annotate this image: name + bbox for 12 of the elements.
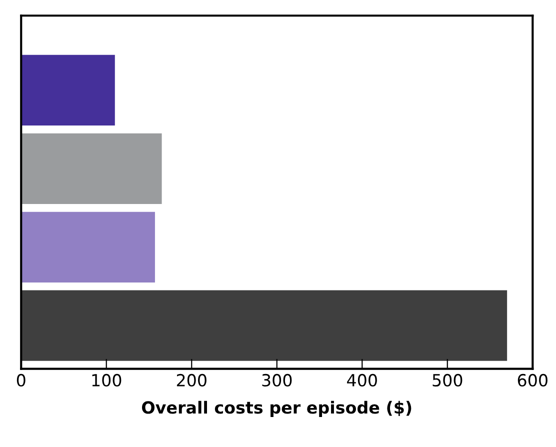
bar — [21, 290, 508, 361]
x-tick-label: 500 — [432, 374, 462, 387]
bar — [21, 212, 155, 282]
x-tick-label: 600 — [518, 374, 548, 387]
x-axis-title: Overall costs per episode ($) — [142, 400, 412, 418]
bar — [21, 54, 115, 126]
x-tick-label: 300 — [262, 374, 292, 387]
x-tick-label: 100 — [92, 374, 122, 387]
x-tick-label: 200 — [176, 374, 206, 387]
x-tick-label: 0 — [16, 374, 26, 387]
x-tick-label: 400 — [347, 374, 377, 387]
bar — [21, 133, 162, 204]
